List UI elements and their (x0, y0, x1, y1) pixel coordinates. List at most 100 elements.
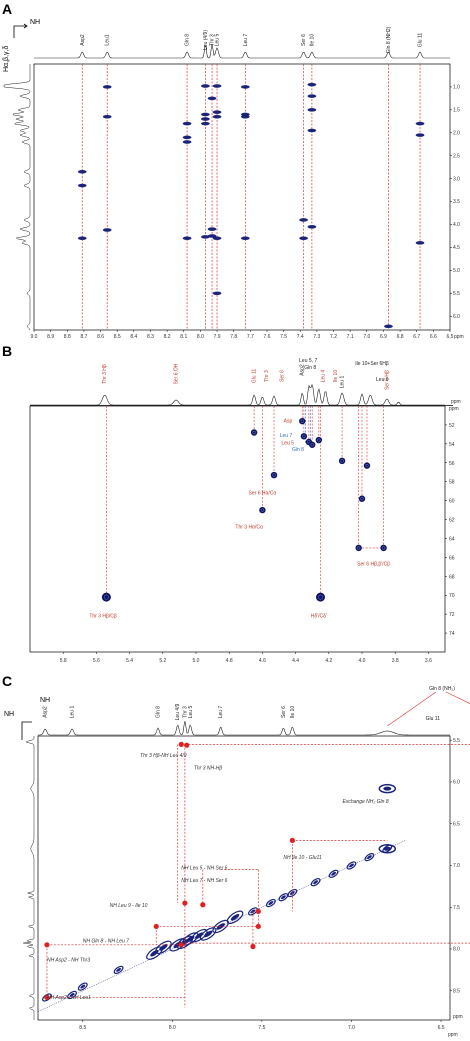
panel-c-label: C (2, 673, 12, 689)
top-spectrum-c (37, 721, 450, 736)
annotation-c: NH Leu 5 - NH Ser 6 (181, 866, 227, 872)
peak-label-c: Leu 1 (70, 706, 76, 719)
diagonal-peak-c (346, 861, 357, 870)
panel-c: NH NH Asp2 Leu 1 Gln 8 Leu 4/9 Thr 3 Leu 5 Leu 7… (4, 686, 470, 1038)
annotation-b: Ser 6 Hβ,β'/Cβ (357, 562, 390, 568)
annotation-b: Hδ'/Cδ' (311, 614, 327, 620)
x-tick-label-b: 5.6 (93, 658, 100, 664)
y-tick-label-a: 3.5 (453, 199, 460, 205)
hsqc-peak-b (316, 592, 325, 602)
noe-crosspeak-c (153, 923, 159, 930)
exchange-peak-c (378, 783, 397, 794)
peak-label-c: Asp2 (43, 706, 49, 718)
y-tick-label-a: 2.5 (453, 153, 460, 159)
diagonal-peak-core-c (159, 944, 168, 951)
x-tick-label-a: 6.7 (413, 334, 420, 340)
diagonal-peak-c (364, 852, 375, 862)
peak-label-b: Ile 10+Ser 6Hβ (355, 361, 389, 367)
cross-peak-a (182, 121, 192, 126)
diagonal-peak-c (212, 919, 230, 934)
peak-label-b: Ile 10 (333, 370, 339, 382)
peak-label-b: Leu 1 (340, 376, 346, 389)
x-tick-label-a: 7.8 (230, 334, 237, 340)
x-tick-label-b: 3.8 (392, 658, 399, 664)
hsqc-peak-b (101, 592, 111, 602)
cross-peak-a (307, 94, 317, 98)
x-tick-label-a: 6.8 (397, 334, 404, 340)
cross-peak-a (240, 114, 250, 119)
annotation-b: Gln 8 (292, 447, 304, 453)
y-tick-label-c: 6.5 (453, 821, 460, 827)
diagonal-peak-core-c (230, 913, 240, 921)
y-tick-label-a: 1.5 (453, 107, 460, 113)
x-tick-label-a: 7.1 (347, 334, 354, 340)
cross-peak-a (201, 84, 210, 88)
gln8-arrow2-c (445, 691, 470, 704)
annotation-c: NH Leu 7 - NH Ser 6 (181, 878, 227, 884)
x-tick-label-c: 7.5 (258, 1025, 265, 1031)
annotation-b: Leu 5 (281, 440, 294, 446)
peak-label-b: Leu 9 (376, 377, 389, 383)
hsqc-peak-ring-b (272, 473, 276, 477)
cross-peak-a (207, 234, 217, 238)
exchange-peak-core-c (383, 846, 392, 851)
y-tick-label-c: 5.5 (453, 738, 460, 744)
peak-label-c: Leu 7 (218, 706, 224, 719)
noe-crosspeak-c (178, 741, 184, 747)
x-tick-label-a: 9.0 (31, 334, 38, 340)
peak-label-c: Leu 5 (188, 706, 194, 719)
diagonal-peak-core-c (203, 930, 213, 938)
diagonal-peak-c (155, 940, 172, 955)
cross-peak-a (207, 227, 217, 231)
cross-peak-a (384, 324, 393, 329)
annotation-b: Thr 3 Hβ/Cβ (89, 614, 117, 620)
y-tick-label-c: 6.0 (453, 780, 460, 786)
hsqc-peak-b (338, 457, 346, 465)
noe-crosspeak-c (178, 942, 184, 948)
left-spectrum-a (3, 64, 31, 331)
y-tick-label-a: 3.0 (453, 176, 460, 182)
noe-crosspeak-c (184, 742, 190, 748)
hsqc-peak-ring-b (252, 430, 256, 435)
cross-peak-a (299, 218, 308, 222)
x-tick-label-a: 6.9 (380, 334, 387, 340)
peak-label-c: Ile 10 (290, 706, 296, 718)
annotation-c: NH Ile 10 - Glu11 (283, 855, 321, 861)
y-tick-label-b: 66 (449, 555, 455, 561)
peak-label-b: Ser 6 (280, 370, 286, 382)
cross-peak-a (77, 236, 87, 241)
y-tick-label-a: 5.0 (453, 268, 460, 274)
cross-peak-a (307, 128, 317, 133)
peak-label-c: Ser 6 (281, 706, 287, 718)
peak-label-a: Ser 6 (301, 34, 307, 46)
noe-crosspeak-c (289, 837, 295, 844)
corner-x-label-c: NH (4, 711, 14, 718)
x-tick-label-a: 7.6 (263, 334, 270, 340)
corner-x-label-a: NH (30, 19, 40, 26)
cross-peak-a (307, 108, 317, 112)
peak-label-c: Thr 3 (182, 706, 188, 718)
cross-peak-a (415, 133, 425, 137)
y-axis-label-c: ppm (453, 1014, 463, 1020)
hsqc-peak-ring-b (103, 594, 109, 600)
cross-peak-a (201, 121, 210, 126)
panel-b-label: B (2, 343, 12, 359)
diagonal-peak-c (226, 910, 244, 924)
hsqc-peak-ring-b (310, 443, 314, 447)
diagonal-peak-core-c (150, 949, 159, 957)
x-tick-label-a: 7.9 (214, 334, 221, 340)
y-tick-label-b: 72 (449, 612, 455, 618)
diagonal-peak-core-c (69, 993, 75, 997)
x-tick-label-b: 5.8 (60, 658, 67, 664)
noe-crosspeak-c (44, 994, 50, 1001)
peak-label-a: Gln 8 (NH2) (386, 26, 392, 53)
annotation-c: Thr 3 Hβ-NH Leu 4/9 (140, 753, 187, 759)
cross-peak-a (212, 291, 222, 296)
corner-arrow-a (23, 23, 28, 29)
peak-label-c: Leu 4/9 (175, 703, 181, 720)
x-tick-label-a: 8.7 (80, 334, 87, 340)
y-tick-label-b: 70 (449, 593, 455, 599)
peak-label-a: Gln 8 (185, 34, 191, 46)
annotation-c: NH Asp2 - NH Thr3 (47, 958, 90, 964)
